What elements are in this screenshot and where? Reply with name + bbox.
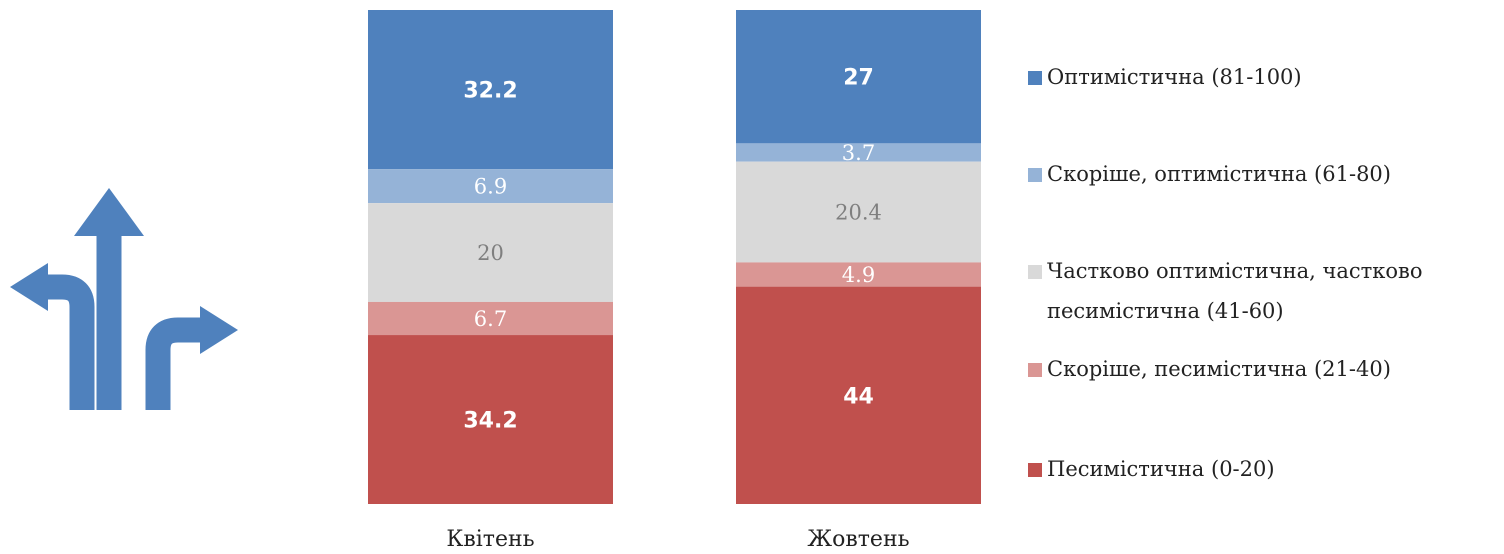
bar-segment <box>368 301 613 336</box>
legend-swatch <box>1028 463 1042 477</box>
data-label: 27 <box>843 66 874 91</box>
x-tick-label: Жовтень <box>807 527 909 552</box>
legend-label: Скоріше, песимістична (21-40) <box>1047 357 1391 381</box>
icon-left <box>44 274 95 410</box>
legend-item: Частково оптимістична, частково песиміст… <box>1028 252 1428 332</box>
bar-segment <box>736 262 981 287</box>
legend-swatch <box>1028 168 1042 182</box>
legend-swatch <box>1028 265 1042 279</box>
bar-segment <box>736 286 981 504</box>
legend-label: Песимістична (0-20) <box>1047 457 1275 481</box>
bar-segment <box>368 335 613 504</box>
bar-segment <box>736 143 981 162</box>
legend-item: Песимістична (0-20) <box>1028 450 1428 490</box>
legend-swatch <box>1028 71 1042 85</box>
data-label: 34.2 <box>463 409 517 434</box>
data-label: 20.4 <box>835 201 882 225</box>
data-label: 6.9 <box>474 175 507 199</box>
legend-item: Скоріше, оптимістична (61-80) <box>1028 155 1428 195</box>
data-label: 3.7 <box>842 141 875 165</box>
data-label: 6.7 <box>474 307 507 331</box>
bar-segment <box>368 203 613 302</box>
bar-segment <box>368 10 613 170</box>
direction-icon <box>44 228 204 410</box>
legend-swatch <box>1028 363 1042 377</box>
data-label: 32.2 <box>463 79 517 104</box>
legend-label: Скоріше, оптимістична (61-80) <box>1047 162 1391 186</box>
bar-segment <box>736 161 981 263</box>
icon-head <box>74 188 144 236</box>
data-label: 4.9 <box>842 263 875 287</box>
legend-label: Оптимістична (81-100) <box>1047 65 1302 89</box>
data-label: 44 <box>843 384 874 409</box>
bar-segment <box>736 10 981 144</box>
x-tick-label: Квітень <box>446 527 534 552</box>
legend-item: Скоріше, песимістична (21-40) <box>1028 350 1428 390</box>
icon-heads <box>10 188 238 354</box>
data-label: 20 <box>477 241 504 265</box>
legend-item: Оптимістична (81-100) <box>1028 58 1428 98</box>
bar-segment <box>368 169 613 204</box>
icon-right <box>145 317 204 410</box>
legend-label: Частково оптимістична, частково песиміст… <box>1047 259 1423 323</box>
icon-head <box>10 263 48 311</box>
icon-head <box>200 306 238 354</box>
